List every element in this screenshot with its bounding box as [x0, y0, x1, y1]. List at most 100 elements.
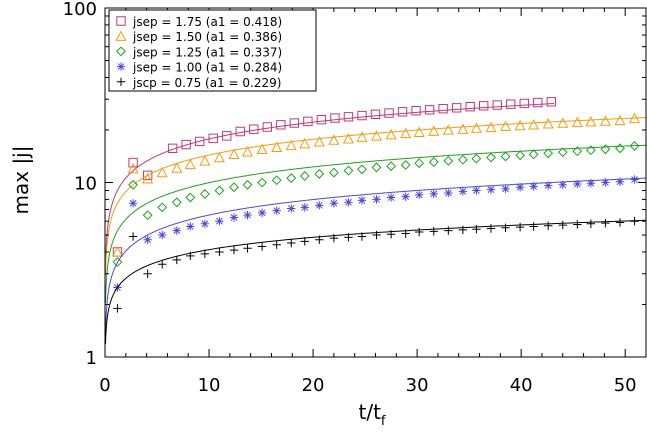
- legend-label: jsep = 1.00 (a1 = 0.284): [132, 61, 282, 75]
- data-point: [229, 213, 239, 222]
- data-point: [315, 235, 324, 244]
- data-point: [528, 149, 539, 160]
- fit-curve: [105, 144, 647, 304]
- data-point: [184, 158, 196, 170]
- data-point: [528, 119, 540, 130]
- data-point: [429, 189, 438, 199]
- data-point: [357, 196, 367, 205]
- data-point: [172, 255, 181, 265]
- y-axis-label: max |j|: [9, 146, 33, 215]
- x-tick-label: 40: [510, 375, 533, 396]
- data-point: [585, 145, 596, 156]
- data-point: [185, 192, 196, 203]
- data-point: [558, 220, 567, 230]
- data-point: [557, 147, 568, 158]
- legend-marker: [115, 30, 127, 41]
- data-point: [213, 151, 225, 163]
- data-point: [486, 224, 496, 233]
- data-point: [158, 230, 167, 240]
- data-point: [370, 109, 381, 119]
- data-point: [286, 173, 297, 183]
- data-point: [167, 143, 178, 154]
- data-point: [414, 158, 425, 169]
- data-point: [546, 97, 557, 107]
- data-point: [400, 160, 411, 170]
- data-point: [371, 130, 383, 141]
- data-point: [194, 136, 205, 147]
- series-diamond: [105, 141, 647, 304]
- data-point: [329, 199, 339, 208]
- x-axis-label-sub: f: [381, 414, 386, 429]
- data-point: [400, 127, 412, 139]
- x-tick-label: 20: [302, 375, 325, 396]
- data-point: [199, 189, 210, 199]
- fit-curve: [105, 219, 647, 345]
- series-triangle: [105, 112, 647, 276]
- data-point: [519, 98, 529, 109]
- data-point: [451, 103, 462, 113]
- legend-label: jscp = 0.75 (a1 = 0.229): [132, 76, 281, 90]
- data-point: [386, 161, 397, 172]
- data-point: [228, 148, 240, 160]
- data-point: [142, 170, 153, 180]
- data-point: [529, 222, 538, 231]
- data-point: [614, 114, 626, 126]
- data-point: [472, 186, 481, 195]
- data-point: [572, 146, 583, 157]
- data-point: [186, 251, 195, 261]
- data-point: [492, 100, 502, 110]
- data-point: [457, 154, 468, 165]
- legend: jsep = 1.75 (a1 = 0.418)jsep = 1.50 (a1 …: [108, 9, 317, 92]
- data-point: [128, 232, 138, 241]
- data-point: [429, 227, 438, 236]
- y-tick-label: 10: [74, 174, 97, 195]
- data-point: [229, 182, 239, 193]
- data-point: [299, 171, 310, 181]
- legend-label: jsep = 1.75 (a1 = 0.418): [132, 15, 282, 29]
- data-point: [257, 177, 268, 188]
- legend-label: jsep = 1.50 (a1 = 0.386): [132, 30, 282, 44]
- data-point: [171, 162, 183, 173]
- data-point: [316, 115, 327, 125]
- data-point: [271, 175, 282, 186]
- data-point: [342, 133, 354, 144]
- data-point: [542, 118, 554, 129]
- data-point: [501, 223, 510, 233]
- data-point: [112, 257, 123, 267]
- data-point: [328, 134, 340, 145]
- data-point: [256, 143, 268, 154]
- data-point: [573, 220, 582, 229]
- y-tick-label: 100: [63, 0, 97, 20]
- data-point: [500, 120, 512, 131]
- data-point: [128, 179, 138, 190]
- legend-marker: [116, 16, 126, 26]
- data-point: [328, 167, 339, 178]
- data-point: [344, 198, 353, 207]
- data-point: [215, 217, 224, 226]
- data-point: [444, 188, 453, 198]
- data-point: [272, 240, 281, 249]
- data-point: [329, 233, 339, 243]
- data-point: [172, 226, 181, 235]
- data-point: [357, 232, 367, 241]
- data-point: [127, 162, 139, 174]
- data-point: [186, 222, 195, 231]
- data-point: [299, 137, 311, 149]
- data-point: [630, 217, 639, 226]
- data-point: [315, 201, 324, 210]
- series-asterisk: [105, 175, 647, 334]
- data-point: [601, 178, 610, 187]
- data-point: [615, 143, 625, 154]
- data-point: [428, 157, 439, 167]
- data-point: [215, 247, 224, 257]
- data-point: [208, 133, 218, 144]
- data-point: [458, 187, 468, 196]
- data-point: [486, 152, 496, 163]
- data-point: [343, 112, 354, 122]
- data-point: [501, 184, 510, 194]
- data-point: [158, 260, 167, 269]
- legend-marker: [116, 46, 126, 57]
- data-point: [181, 139, 191, 150]
- data-point: [558, 180, 567, 190]
